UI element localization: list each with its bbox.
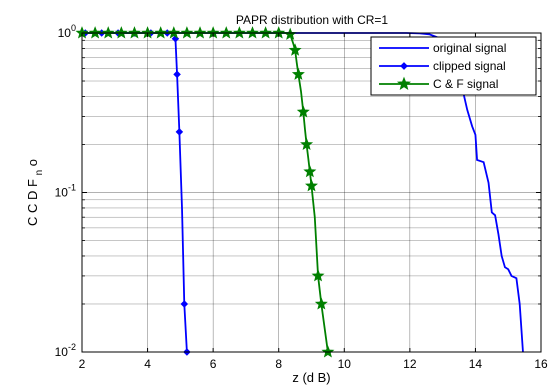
x-tick-label: 6 [210,357,217,371]
legend-marker [396,76,412,90]
y-tick-label: 100 [58,23,76,40]
series-line [82,32,329,353]
data-point-marker [314,297,328,310]
y-tick-base: 10 [55,345,69,359]
x-tick-label: 8 [275,357,282,371]
y-axis-label: C C D F n o [25,159,45,226]
data-point-marker [300,137,314,151]
y-tick-label: 10-1 [55,183,76,200]
y-tick-exponent: 0 [71,23,76,33]
data-point-marker [291,67,305,80]
data-point-marker [88,26,102,39]
data-point-marker [288,43,302,56]
y-tick-base: 10 [58,26,72,40]
data-point-marker [219,26,233,39]
y-tick-base: 10 [55,186,69,200]
data-point-marker [321,345,335,358]
data-point-marker [180,26,194,39]
x-tick-label: 10 [338,357,352,371]
y-tick-exponent: -1 [68,183,76,193]
data-point-marker [101,26,115,39]
legend-label: C & F signal [433,77,498,91]
x-tick-label: 12 [403,357,417,371]
data-point-marker [296,105,310,118]
chart-title: PAPR distribution with CR=1 [236,13,389,27]
data-point-marker [305,179,318,192]
data-point-marker [127,26,141,39]
series-c-f-signal [75,26,335,358]
x-tick-label: 16 [534,357,548,371]
x-axis-label: z (d B) [292,370,330,385]
data-point-marker [175,128,184,136]
y-tick-exponent: -2 [68,342,76,352]
legend-marker [400,62,408,70]
y-axis-label-subscript: n [34,170,45,176]
data-point-marker [154,26,168,39]
y-axis-label-tail: o [25,159,40,166]
data-point-marker [193,26,207,39]
data-point-marker [245,26,259,39]
data-point-marker [173,70,181,79]
data-point-marker [283,27,297,40]
svg-text:C C D F n o: C C D F n o [25,159,45,226]
legend-label: original signal [433,41,506,55]
y-axis-label-main: C C D F [25,179,40,226]
data-point-marker [180,300,189,308]
legend-label: clipped signal [433,59,506,73]
data-point-marker [303,164,317,178]
data-point-marker [259,26,273,39]
x-tick-label: 4 [144,357,151,371]
data-point-marker [232,26,246,39]
x-tick-label: 2 [79,357,86,371]
x-tick-label: 14 [469,357,483,371]
data-point-marker [114,26,128,39]
y-tick-label: 10-2 [55,342,76,359]
data-point-marker [167,26,181,39]
legend: original signal clipped signal C & F signa… [370,36,537,96]
data-point-marker [311,269,325,282]
